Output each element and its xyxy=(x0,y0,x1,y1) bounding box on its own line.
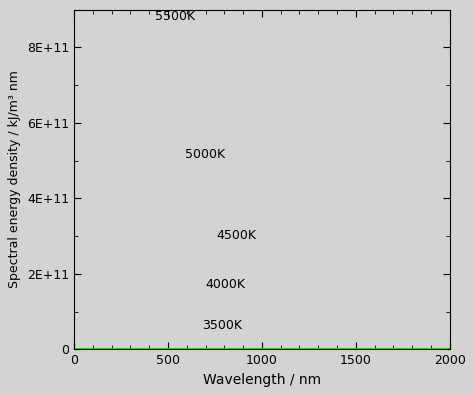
Text: 3500K: 3500K xyxy=(202,319,242,332)
Text: 4500K: 4500K xyxy=(217,229,257,242)
Text: 5500K: 5500K xyxy=(155,10,195,23)
X-axis label: Wavelength / nm: Wavelength / nm xyxy=(203,372,321,387)
Text: 4000K: 4000K xyxy=(206,278,246,291)
Text: 5000K: 5000K xyxy=(185,147,225,160)
Y-axis label: Spectral energy density / kJ/m³ nm: Spectral energy density / kJ/m³ nm xyxy=(9,70,21,288)
